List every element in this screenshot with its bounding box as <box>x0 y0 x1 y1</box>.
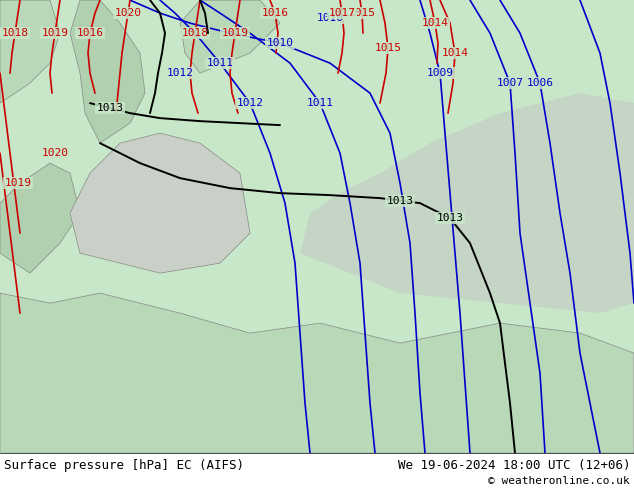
Text: We 19-06-2024 18:00 UTC (12+06): We 19-06-2024 18:00 UTC (12+06) <box>398 459 630 472</box>
Text: 1006: 1006 <box>526 78 553 88</box>
Text: 1015: 1015 <box>349 8 375 18</box>
Text: 1014: 1014 <box>422 18 448 28</box>
Text: 1020: 1020 <box>115 8 141 18</box>
Text: 1015: 1015 <box>375 43 401 53</box>
Text: 1011: 1011 <box>207 58 233 68</box>
Text: 1007: 1007 <box>496 78 524 88</box>
Text: 1019: 1019 <box>221 28 249 38</box>
Text: 1019: 1019 <box>4 178 32 188</box>
Text: 1016: 1016 <box>77 28 103 38</box>
Text: 1011: 1011 <box>306 98 333 108</box>
Text: 1012: 1012 <box>167 68 193 78</box>
Text: 1014: 1014 <box>441 48 469 58</box>
Text: 1017: 1017 <box>328 8 356 18</box>
Text: 1018: 1018 <box>181 28 209 38</box>
Text: 1016: 1016 <box>261 8 288 18</box>
Text: 1009: 1009 <box>427 68 453 78</box>
Text: 1010: 1010 <box>316 13 344 23</box>
Polygon shape <box>0 293 634 453</box>
Text: 1013: 1013 <box>96 103 124 113</box>
Polygon shape <box>70 133 250 273</box>
Text: Surface pressure [hPa] EC (AIFS): Surface pressure [hPa] EC (AIFS) <box>4 459 244 472</box>
Text: 1012: 1012 <box>236 98 264 108</box>
Text: 1019: 1019 <box>41 28 68 38</box>
Text: 1013: 1013 <box>387 196 413 206</box>
Text: 1018: 1018 <box>1 28 29 38</box>
Polygon shape <box>300 93 634 313</box>
Polygon shape <box>180 0 280 73</box>
Polygon shape <box>0 0 60 103</box>
Text: © weatheronline.co.uk: © weatheronline.co.uk <box>488 476 630 486</box>
Polygon shape <box>70 0 145 143</box>
Text: 1010: 1010 <box>266 38 294 48</box>
Text: 1013: 1013 <box>436 213 463 223</box>
Text: 1020: 1020 <box>41 148 68 158</box>
Polygon shape <box>0 163 80 273</box>
